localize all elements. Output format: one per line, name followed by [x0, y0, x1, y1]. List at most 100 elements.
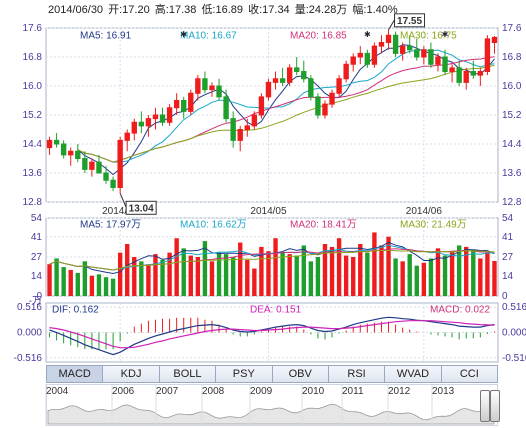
volume-tick-left: 0	[36, 291, 42, 302]
volume-tick-left: 41	[31, 232, 43, 243]
candle-body	[188, 92, 194, 112]
price-tick-left: 14.4	[23, 139, 43, 150]
candle-body	[449, 67, 455, 72]
macd-tick-right: 0.516	[502, 302, 526, 313]
candle-body	[103, 172, 109, 181]
price-tick-left: 17.6	[23, 23, 43, 34]
volume-bar	[75, 272, 80, 296]
candle-body	[138, 121, 145, 127]
macd-tick-left: 0.516	[17, 302, 42, 313]
low-price-callout-pointer	[119, 193, 127, 208]
macd-tick-left: -0.516	[14, 353, 43, 364]
volume-tick-left: 14	[31, 271, 43, 282]
volume-bar	[68, 270, 73, 296]
macd-legend-1: DEA: 0.151	[250, 304, 302, 315]
volume-bar	[146, 264, 151, 296]
price-ma-legend-3: MA30: 16.75	[400, 30, 457, 41]
candle-body	[110, 179, 116, 188]
candle-body	[329, 92, 335, 105]
navigator-overview-area	[47, 403, 495, 425]
volume-bar	[245, 259, 250, 296]
candle-body	[463, 71, 469, 83]
volume-bar	[280, 252, 285, 296]
volume-tick-right: 54	[502, 213, 514, 224]
volume-bar	[195, 257, 201, 296]
candle-body	[223, 96, 229, 120]
star-marker: ✱	[364, 30, 371, 39]
volume-bar	[315, 257, 321, 296]
volume-bar	[153, 254, 158, 296]
volume-bar	[139, 261, 144, 296]
candle-body	[301, 71, 307, 80]
tab-rsi[interactable]: RSI	[328, 365, 386, 383]
volume-bar	[125, 244, 130, 296]
candle-body	[392, 34, 399, 54]
volume-bar	[449, 251, 455, 296]
price-tick-left: 16.0	[23, 81, 43, 92]
volume-ma-legend-1: MA10: 16.62万	[180, 219, 247, 230]
candle-body	[53, 139, 60, 145]
volume-bar	[386, 236, 391, 296]
candle-body	[414, 49, 420, 58]
high-price-callout-box	[394, 13, 426, 28]
volume-bar	[223, 254, 229, 296]
candle-body	[89, 161, 95, 170]
range-handle-right[interactable]	[490, 390, 500, 422]
volume-unit-label: -万	[29, 296, 42, 307]
range-handle-left[interactable]	[480, 390, 490, 422]
macd-legend-2: MACD: 0.022	[430, 304, 490, 315]
volume-bar	[464, 246, 469, 296]
year-label: 2006	[112, 386, 135, 397]
tab-psy[interactable]: PSY	[216, 365, 273, 383]
volume-bar	[478, 258, 483, 296]
info-amplitude: 幅:1.40%	[352, 4, 398, 16]
candle-body	[477, 71, 484, 76]
tab-kdj[interactable]: KDJ	[103, 365, 160, 383]
candle-body	[442, 56, 448, 72]
candle-body	[385, 34, 392, 43]
price-ma-legend-2: MA20: 16.85	[290, 30, 347, 41]
volume-bar	[216, 252, 222, 296]
candle-body	[399, 45, 406, 54]
candle-body	[124, 132, 130, 141]
tab-obv[interactable]: OBV	[272, 365, 329, 383]
candle-body	[216, 85, 222, 98]
price-tick-right: 17.6	[502, 23, 522, 34]
indicator-tabs: MACD KDJ BOLL PSY OBV RSI WVAD CCI	[46, 365, 498, 383]
tab-cci[interactable]: CCI	[441, 365, 498, 383]
high-price-callout-pointer	[388, 19, 395, 31]
candle-body	[159, 114, 166, 123]
volume-bar	[266, 251, 271, 296]
volume-tick-right: 27	[502, 252, 514, 263]
high-price-callout: 17.55	[397, 16, 422, 27]
macd-legend-0: DIF: 0.162	[52, 304, 99, 315]
volume-bar	[188, 255, 193, 296]
price-tick-right: 12.8	[502, 197, 522, 208]
volume-bar	[343, 255, 349, 296]
volume-tick-right: 41	[502, 232, 514, 243]
info-open: 开:17.20	[108, 4, 150, 16]
price-tick-right: 16.0	[502, 81, 522, 92]
tab-macd[interactable]: MACD	[46, 365, 104, 383]
candle-body	[173, 100, 180, 109]
candle-body	[209, 85, 215, 91]
volume-bar	[322, 244, 328, 296]
candle-body	[251, 114, 258, 127]
info-close: 收:17.34	[248, 4, 290, 16]
volume-bar	[230, 257, 236, 296]
candle-body	[152, 114, 159, 120]
candle-body	[181, 100, 187, 112]
candle-body	[294, 67, 300, 72]
volume-ma-legend-2: MA20: 18.41万	[290, 219, 357, 230]
volume-bar	[456, 245, 462, 296]
tab-wvad[interactable]: WVAD	[385, 365, 442, 383]
volume-tick-right: 14	[502, 271, 514, 282]
low-price-callout-box	[125, 200, 157, 215]
tab-boll[interactable]: BOLL	[159, 365, 217, 383]
price-tick-right: 13.6	[502, 168, 522, 179]
volume-bar	[110, 278, 116, 296]
year-label: 2007	[156, 386, 179, 397]
volume-bar	[379, 245, 384, 296]
candle-body	[435, 56, 441, 65]
